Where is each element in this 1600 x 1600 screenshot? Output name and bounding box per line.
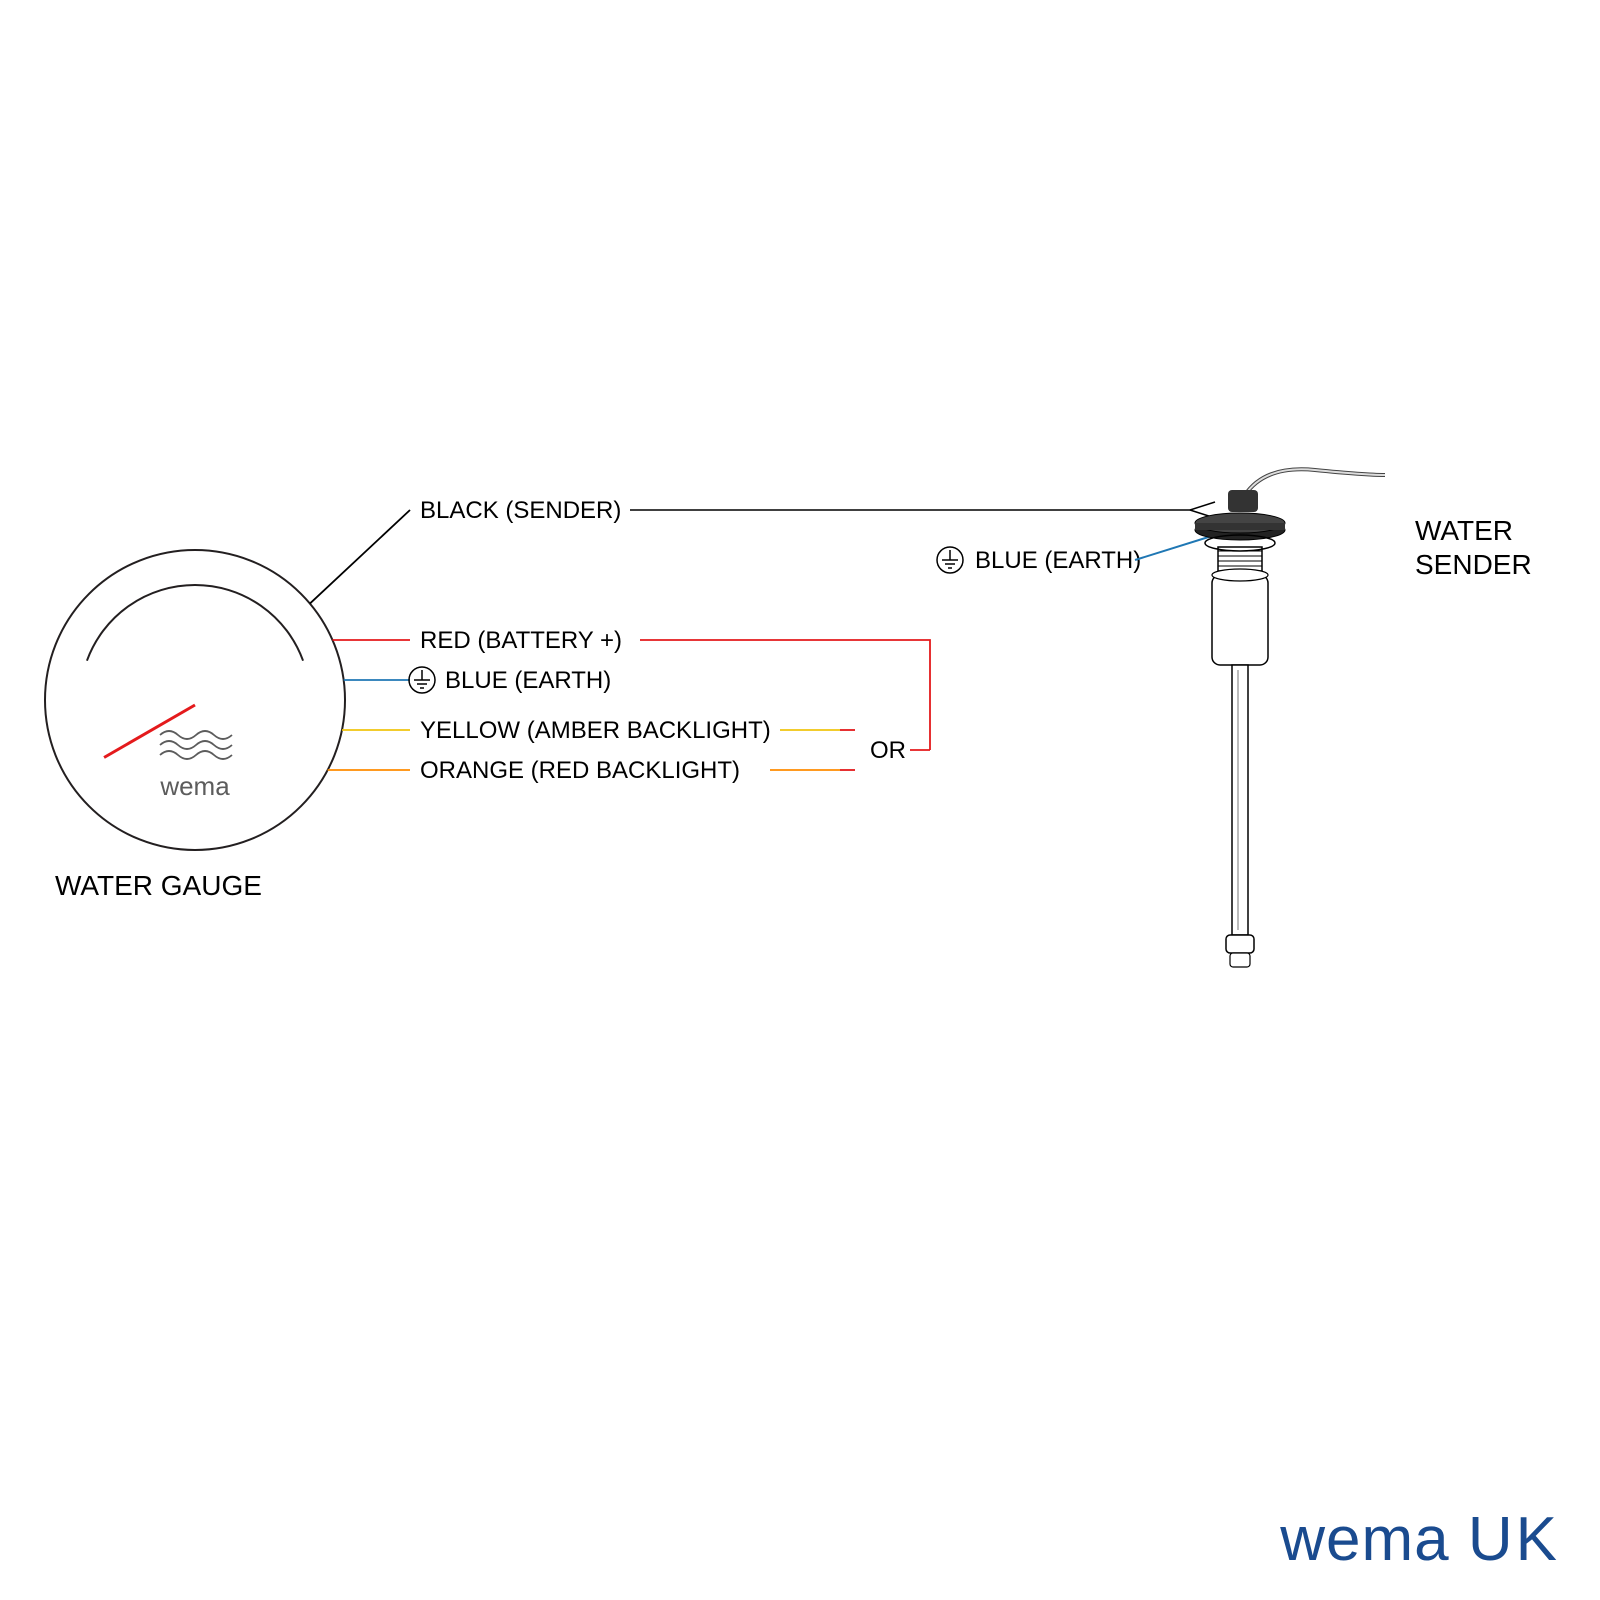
wire-label-red: RED (BATTERY +) [420,627,622,654]
or-label: OR [870,737,906,764]
water-icon [160,731,232,759]
wire-label-blue: BLUE (EARTH) [445,667,611,694]
sender-cable [1245,469,1385,495]
sender-blue-label: BLUE (EARTH) [975,547,1141,574]
gauge-needle [104,705,195,758]
sender-stem [1232,665,1248,935]
wire-black [310,510,410,604]
sender-title-1: SENDER [1415,549,1532,580]
sender-title-0: WATER [1415,515,1513,546]
sender-float [1212,575,1268,665]
gauge-scale-arc [87,585,303,661]
gauge-bezel [45,550,345,850]
wire-label-orange: ORANGE (RED BACKLIGHT) [420,757,740,784]
wire-label-yellow: YELLOW (AMBER BACKLIGHT) [420,717,771,744]
footer-brand: wema UK [1279,1505,1560,1574]
wire-sender-blue [1135,535,1215,560]
gauge-brand-text: wema [159,771,230,801]
gauge-title: WATER GAUGE [55,870,262,901]
wire-label-black: BLACK (SENDER) [420,497,621,524]
